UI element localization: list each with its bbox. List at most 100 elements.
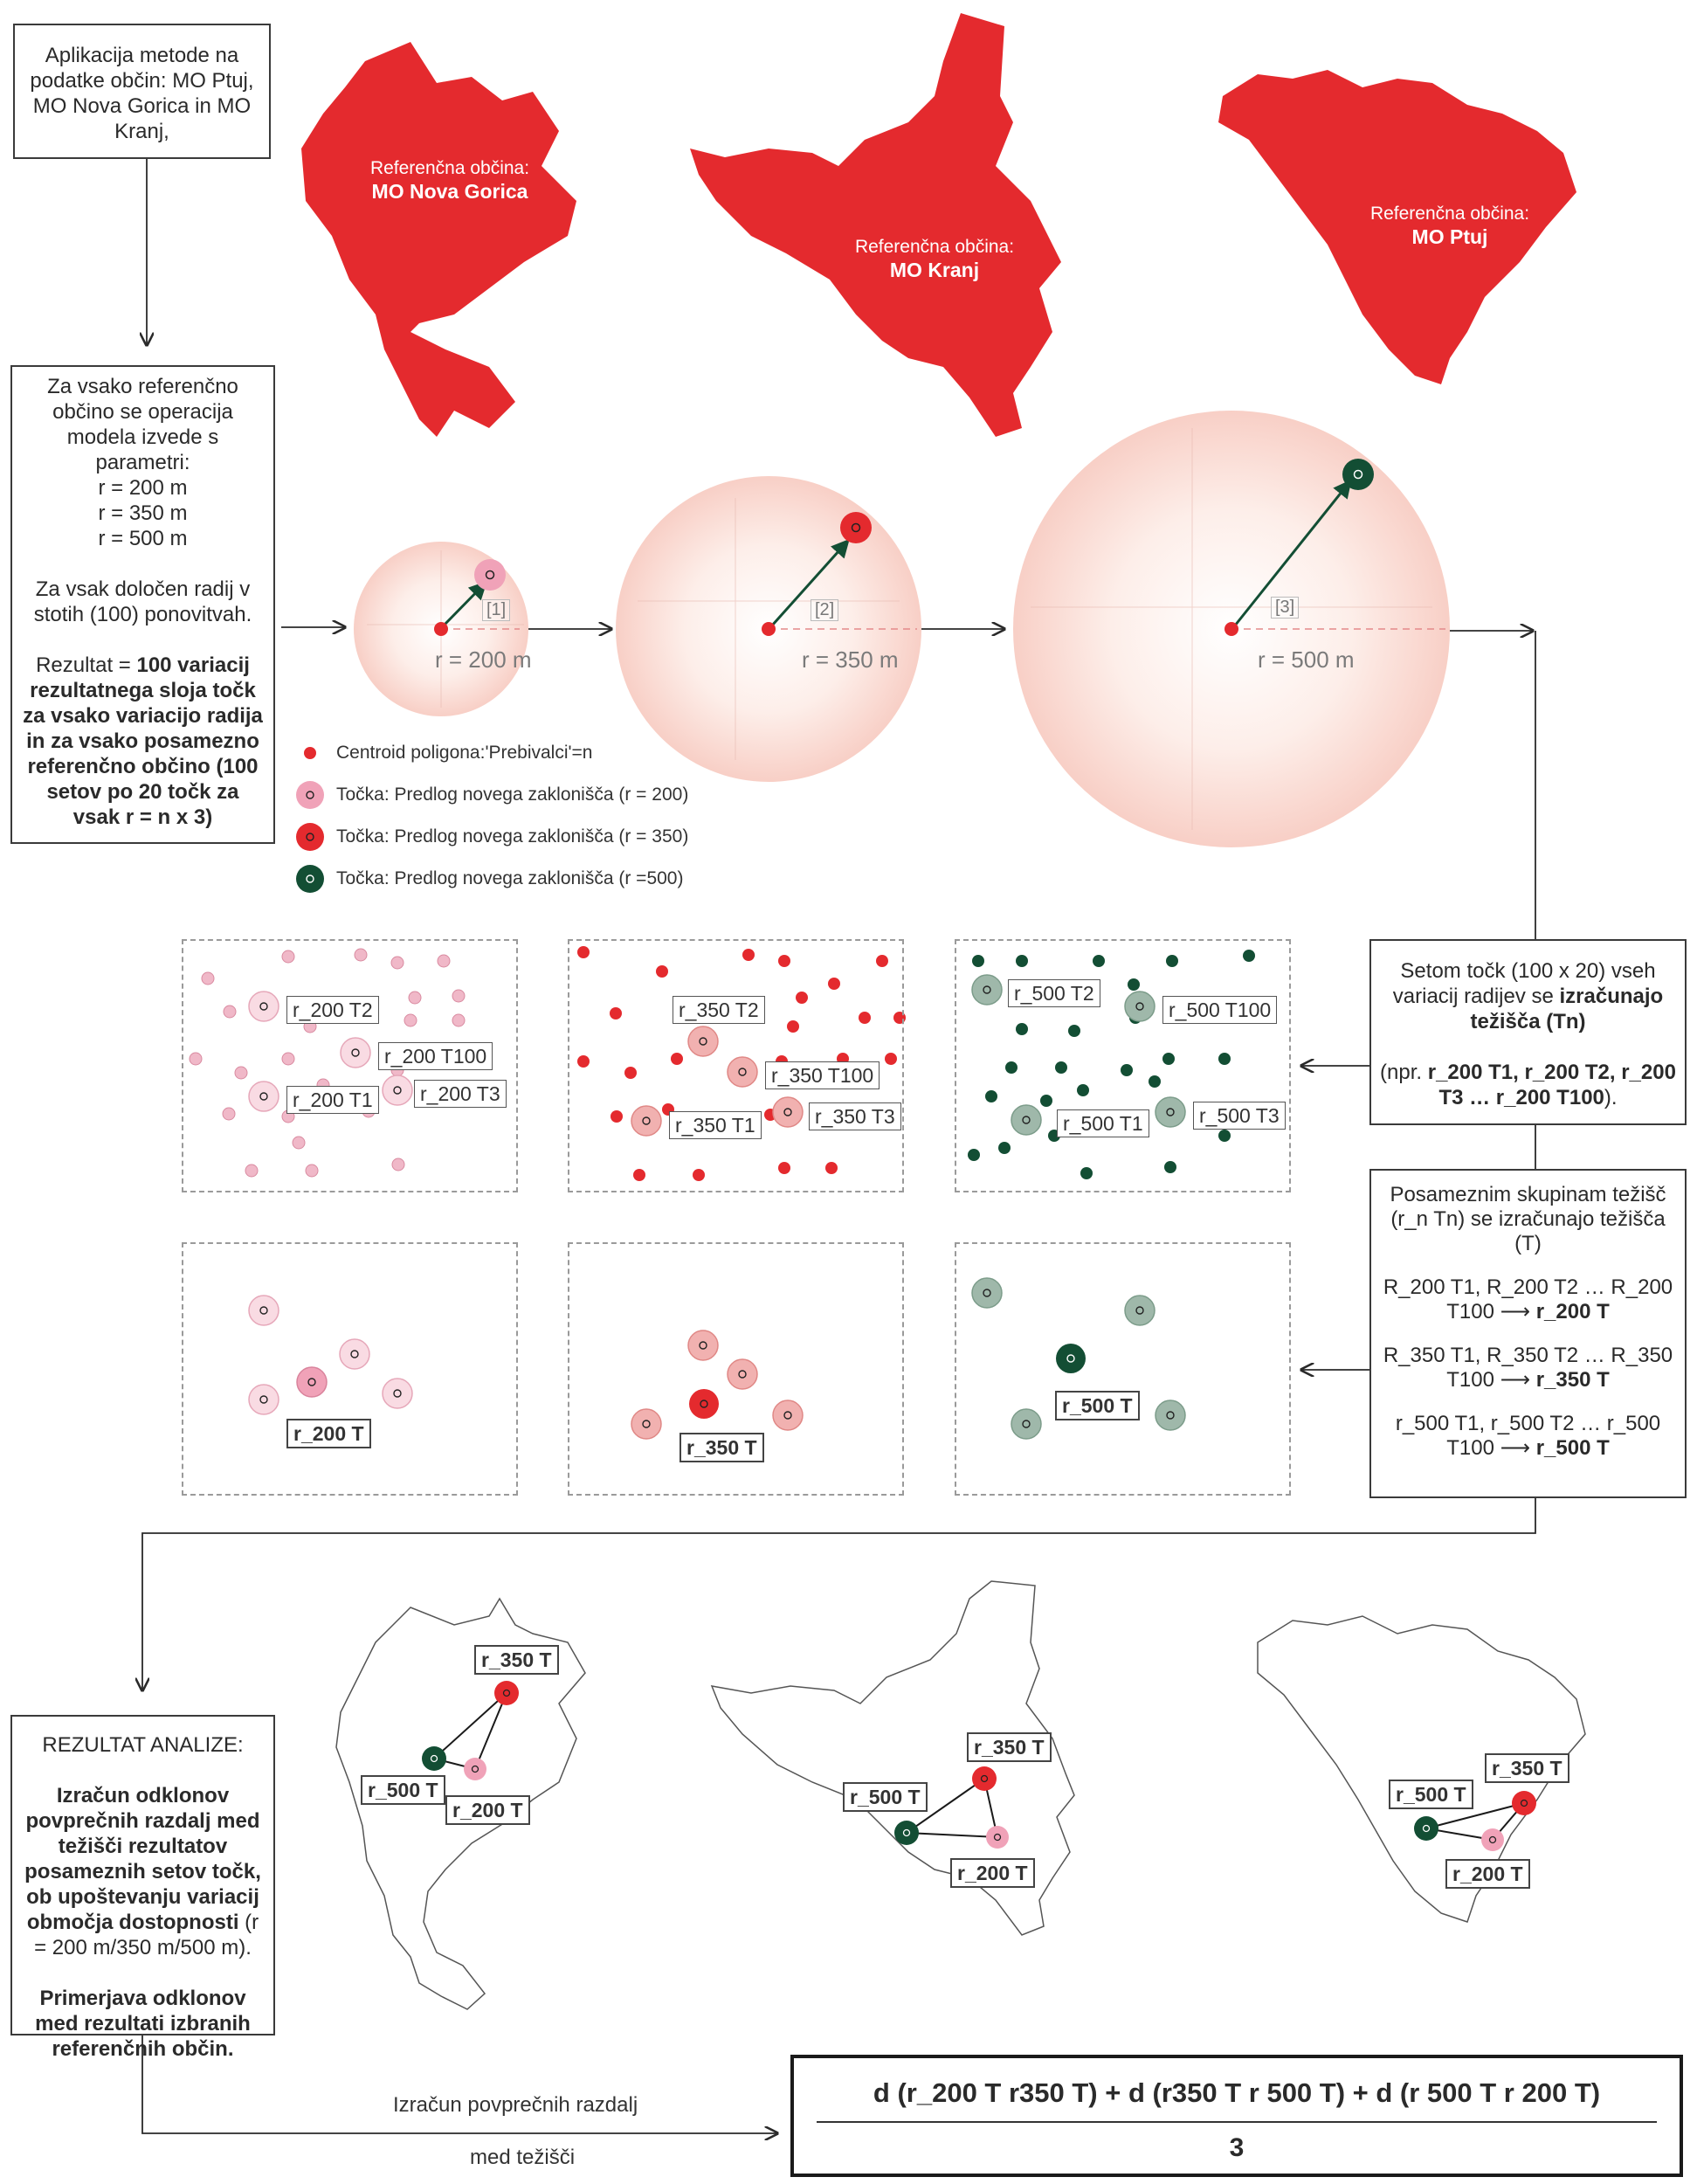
label-r200-t3: r_200 T3 <box>414 1080 507 1108</box>
ptuj-label-r200: r_200 T <box>1445 1859 1530 1889</box>
point-r500 <box>1342 459 1374 490</box>
label-r350-t100: r_350 T100 <box>765 1061 880 1089</box>
result-bold1: Izračun odklonov povprečnih razdalj med … <box>24 1784 261 1934</box>
result-bold: 100 variacij rezultatnega sloja točk za … <box>23 653 263 829</box>
caption-average-distance-line1: Izračun povprečnih razdalj <box>393 2093 638 2117</box>
result-analysis-box: REZULTAT ANALIZE: Izračun odklonov povpr… <box>10 1715 275 2061</box>
label-r200-t2: r_200 T2 <box>286 996 379 1024</box>
label-r500-t2: r_500 T2 <box>1008 979 1100 1007</box>
panel3-big-points <box>971 974 1186 1136</box>
nova-gorica-label-r350: r_350 T <box>474 1645 559 1675</box>
caption-kranj-line1: Referenčna občina: <box>854 237 1015 257</box>
arrow-right-icon: ⟶ <box>1500 1436 1531 1460</box>
result-bold2: Primerjava odklonov med rezultati izbran… <box>35 1987 251 2061</box>
params-line1: Za vsako referenčno občino se operacija … <box>47 375 238 474</box>
nova-gorica-label-r500: r_500 T <box>361 1775 445 1805</box>
legend-centroid-text: Centroid poligona:'Prebivalci'=n <box>336 743 593 763</box>
group-box-g2-result: r_350 T <box>1535 1368 1610 1392</box>
caption-ptuj-line1: Referenčna občina: <box>1369 204 1530 224</box>
group-box-g1: R_200 T1, R_200 T2 … R_200 T100 <box>1383 1275 1673 1324</box>
label-r350-mean: r_350 T <box>679 1433 764 1462</box>
label-r500-mean: r_500 T <box>1055 1391 1140 1420</box>
panel6-points <box>971 1277 1186 1440</box>
caption-nova-gorica-line2: MO Nova Gorica <box>371 180 528 203</box>
param-r200: r = 200 m <box>98 476 188 500</box>
legend-point-350: Točka: Predlog novega zaklonišča (r = 35… <box>293 821 688 853</box>
kranj-label-r350: r_350 T <box>967 1732 1052 1762</box>
centroid-box-bold1: izračunajo težišča (Tn) <box>1470 985 1664 1033</box>
legend-point-500-text: Točka: Predlog novega zaklonišča (r =500… <box>336 868 684 888</box>
centroid-box-bold2: r_200 T1, r_200 T2, r_200 T3 … r_200 T10… <box>1427 1061 1676 1109</box>
panel2-big-points <box>631 1026 804 1137</box>
map-nova-gorica <box>301 42 576 437</box>
legend-point-200: Točka: Predlog novega zaklonišča (r = 20… <box>293 779 688 811</box>
kranj-label-r200: r_200 T <box>950 1858 1035 1888</box>
map-ptuj <box>1218 70 1576 384</box>
label-r200-t100: r_200 T100 <box>378 1042 493 1070</box>
panel-r350-mean <box>568 1242 904 1496</box>
group-box-g2: R_350 T1, R_350 T2 … R_350 T100 <box>1383 1344 1673 1392</box>
group-centroid-box: Posameznim skupinam težišč (r_n Tn) se i… <box>1369 1169 1687 1498</box>
result-prefix: Rezultat = <box>36 653 137 677</box>
panel-r500-centroids <box>955 939 1291 1192</box>
label-r200-mean: r_200 T <box>286 1419 371 1448</box>
radius-tag-3: [3] <box>1271 597 1300 619</box>
bottom-points <box>422 1681 1536 1851</box>
label-r350-t3: r_350 T3 <box>809 1102 901 1130</box>
label-r500-t3: r_500 T3 <box>1193 1102 1286 1130</box>
panel-r350-centroids <box>568 939 904 1192</box>
param-r350: r = 350 m <box>98 501 188 525</box>
group-box-g3: r_500 T1, r_500 T2 … r_500 T100 <box>1395 1412 1661 1460</box>
result-normal: (r = 200 m/350 m/500 m). <box>34 1911 259 1959</box>
formula-fraction-line <box>817 2121 1657 2123</box>
centroid-box: Setom točk (100 x 20) vseh variacij radi… <box>1369 939 1687 1125</box>
top-method-text: Aplikacija metode na podatke občin: MO P… <box>30 44 254 143</box>
arrow-right-icon: ⟶ <box>1500 1368 1531 1392</box>
centroid-box-line1: Setom točk (100 x 20) vseh variacij radi… <box>1392 959 1656 1008</box>
caption-average-distance-line2: med težišči <box>470 2146 576 2169</box>
caption-nova-gorica: Referenčna občina: MO Nova Gorica <box>349 157 550 204</box>
legend-point-200-text: Točka: Predlog novega zaklonišča (r = 20… <box>336 784 689 805</box>
point-r200 <box>474 559 506 591</box>
green-point-icon <box>293 863 328 895</box>
radius-label-200: r = 200 m <box>435 646 532 673</box>
ptuj-label-r350: r_350 T <box>1485 1753 1569 1783</box>
radius-tag-1: [1] <box>482 599 511 621</box>
param-r500: r = 500 m <box>98 527 188 550</box>
label-r350-t2: r_350 T2 <box>673 996 765 1024</box>
caption-ptuj-line2: MO Ptuj <box>1411 225 1488 248</box>
kranj-label-r500: r_500 T <box>843 1782 928 1812</box>
panel5-points <box>631 1330 804 1440</box>
caption-ptuj: Referenčna občina: MO Ptuj <box>1349 203 1550 250</box>
label-r200-t1: r_200 T1 <box>286 1086 379 1114</box>
point-r350 <box>840 512 872 543</box>
formula-box: d (r_200 T r350 T) + d (r350 T r 500 T) … <box>790 2055 1683 2177</box>
caption-kranj-line2: MO Kranj <box>889 259 980 281</box>
params-box: Za vsako referenčno občino se operacija … <box>10 365 275 844</box>
radius-label-350: r = 350 m <box>802 646 899 673</box>
group-box-g3-result: r_500 T <box>1535 1436 1610 1460</box>
outline-map-kranj <box>710 1580 1075 1936</box>
radius-tag-2: [2] <box>811 599 839 621</box>
params-line2: Za vsak določen radij v stotih (100) pon… <box>33 577 252 626</box>
legend-centroid: Centroid poligona:'Prebivalci'=n <box>293 743 592 764</box>
nova-gorica-label-r200: r_200 T <box>445 1795 530 1825</box>
red-point-icon <box>293 821 328 853</box>
centroid-box-line3: ). <box>1604 1086 1618 1109</box>
label-r500-t1: r_500 T1 <box>1057 1109 1149 1137</box>
panel1-big-points <box>248 991 413 1112</box>
map-kranj <box>690 13 1061 437</box>
result-title: REZULTAT ANALIZE: <box>42 1733 244 1757</box>
panel-r200-centroids <box>182 939 518 1192</box>
red-dot-icon <box>293 746 328 760</box>
formula-numerator: d (r_200 T r350 T) + d (r350 T r 500 T) … <box>873 2077 1601 2108</box>
top-method-box: Aplikacija metode na podatke občin: MO P… <box>13 24 271 159</box>
legend-point-500: Točka: Predlog novega zaklonišča (r =500… <box>293 863 683 895</box>
pink-point-icon <box>293 779 328 811</box>
formula-denominator: 3 <box>1229 2133 1245 2162</box>
outline-map-nova-gorica <box>335 1597 586 2010</box>
outline-map-ptuj <box>1257 1615 1586 1923</box>
ptuj-label-r500: r_500 T <box>1389 1780 1473 1809</box>
group-box-g1-result: r_200 T <box>1535 1300 1610 1324</box>
caption-kranj: Referenčna občina: MO Kranj <box>834 236 1035 283</box>
